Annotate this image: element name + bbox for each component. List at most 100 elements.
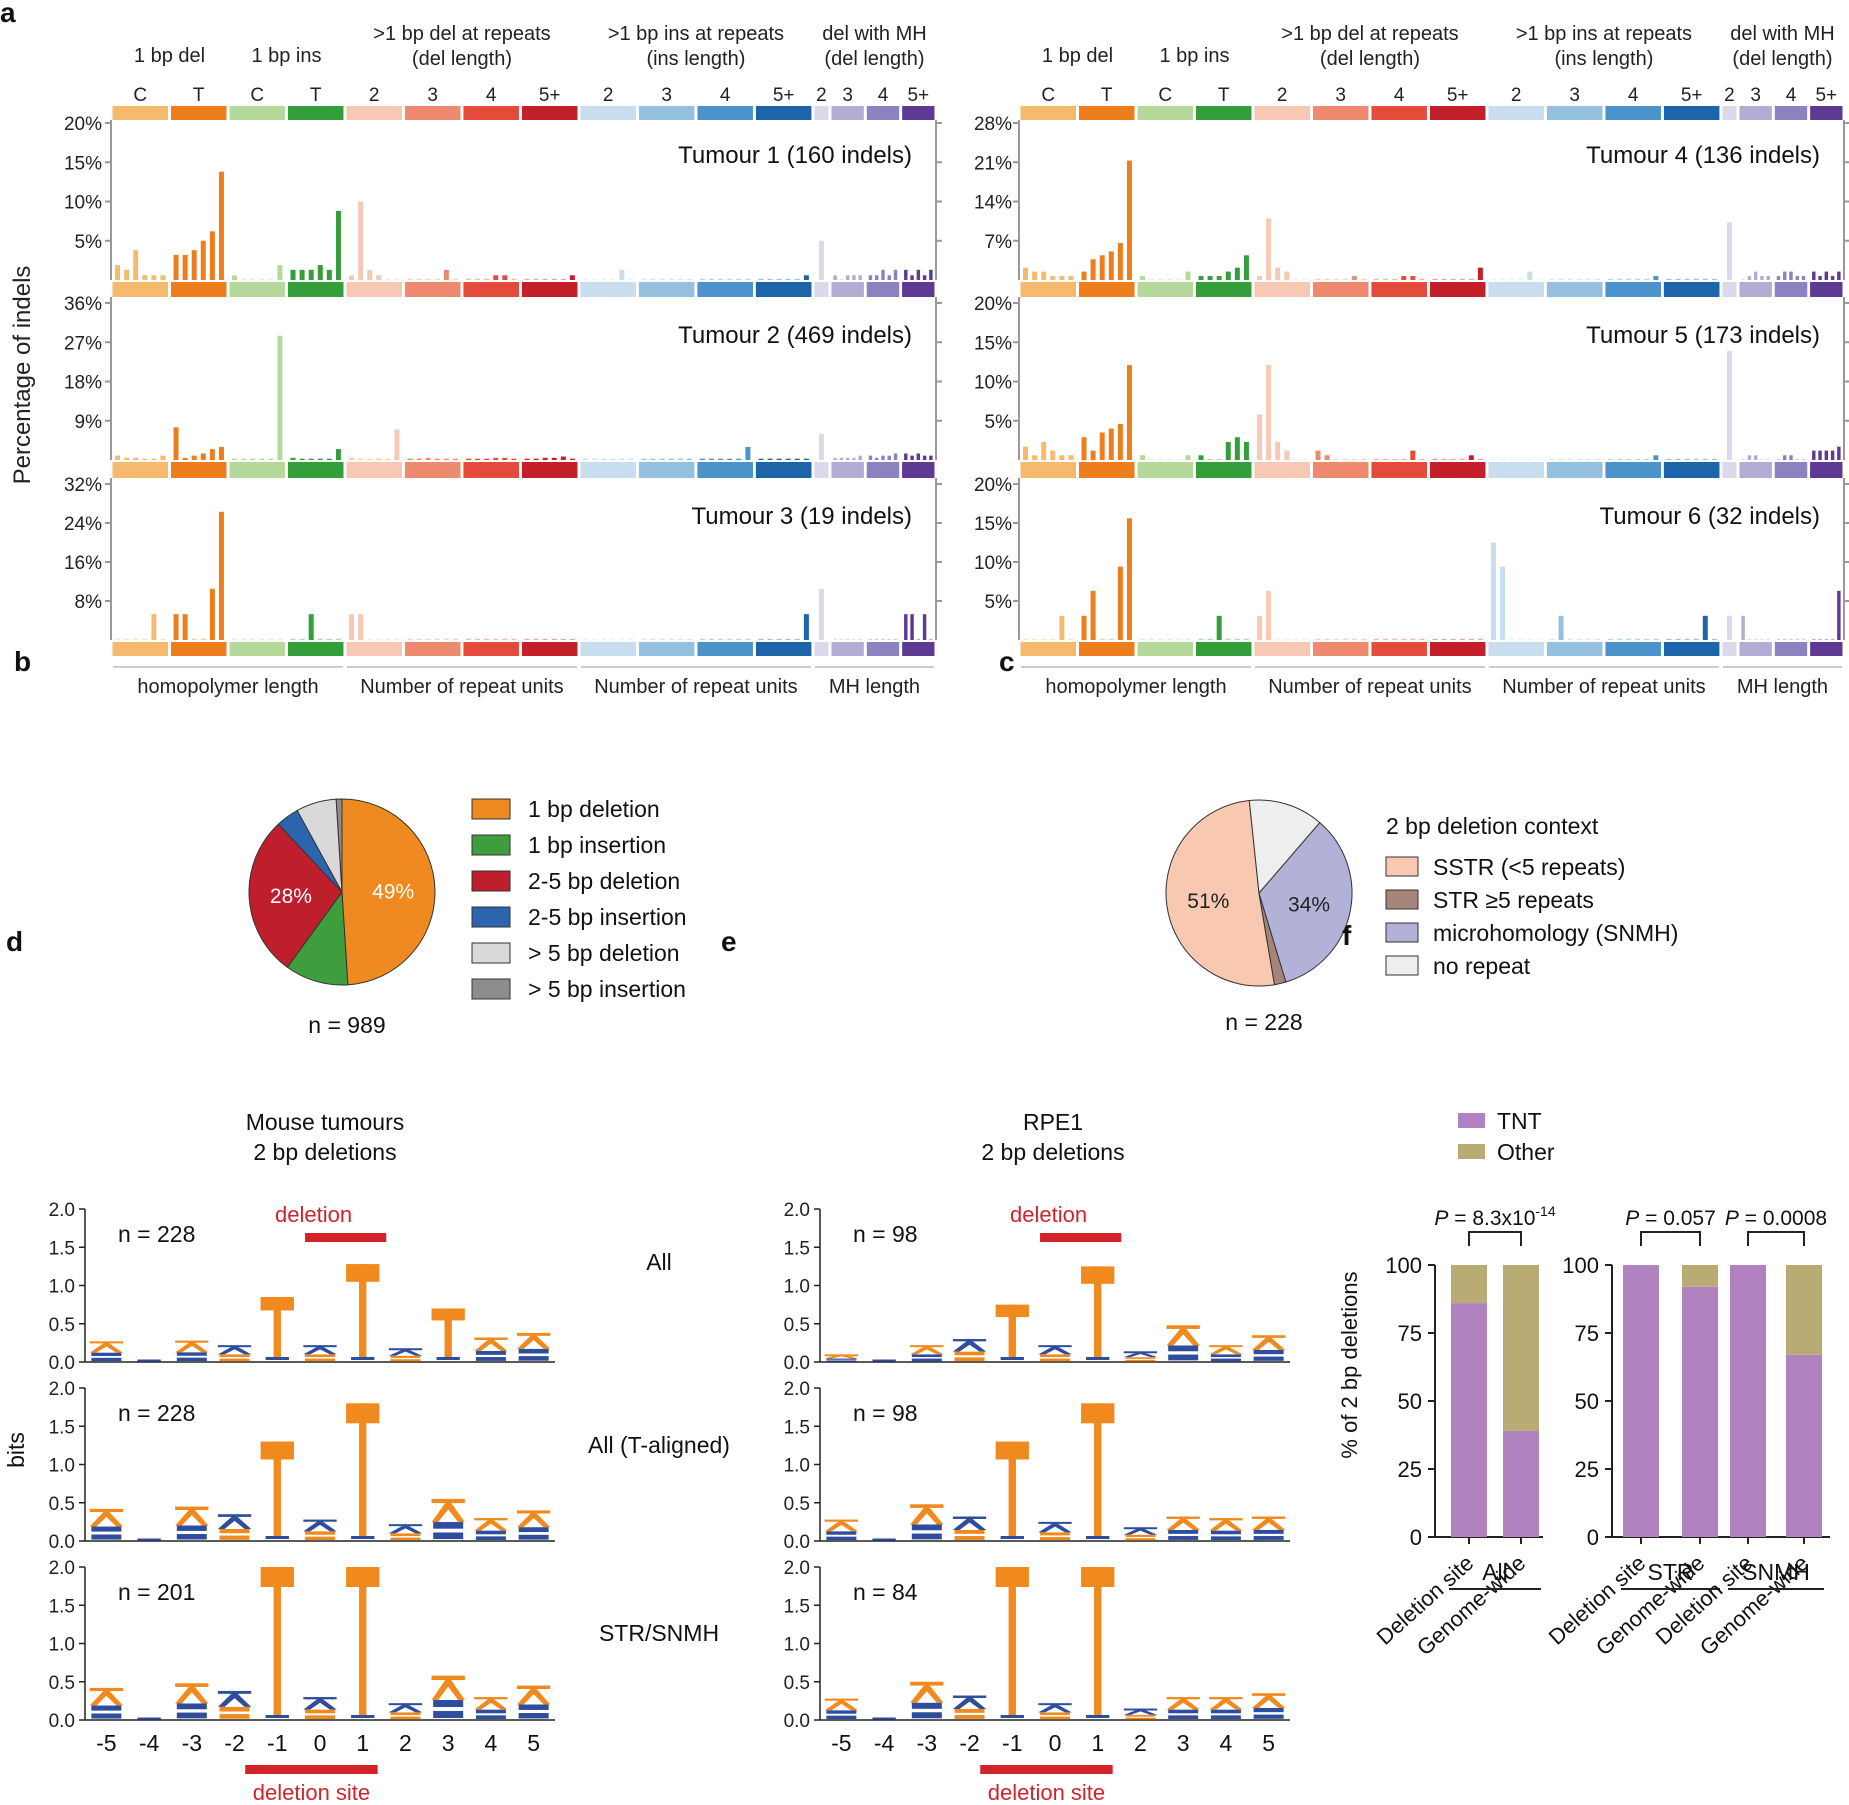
bar [1041, 271, 1047, 280]
bar [173, 427, 179, 460]
category-label: 5+ [907, 85, 929, 106]
bar [511, 458, 517, 460]
logo-x-tick-label: 5 [527, 1730, 540, 1756]
category-strip-bottom [1774, 642, 1808, 656]
bar [839, 457, 844, 460]
category-label: 2 [1277, 85, 1288, 106]
bar [1795, 458, 1799, 460]
logo-letter-small [474, 1518, 508, 1521]
logo-letter-small [475, 1357, 506, 1361]
bar [1059, 455, 1065, 460]
logo-letter-small [388, 1524, 423, 1534]
bar [1450, 278, 1456, 280]
bar [443, 269, 449, 280]
bar [182, 457, 188, 460]
y-tick-label: 15% [974, 333, 1012, 354]
category-strip-top [404, 106, 461, 120]
footer-label: MH length [829, 676, 920, 698]
logo-letter-small [351, 1715, 375, 1718]
bar [1324, 455, 1330, 460]
panel-a-ylabel: Percentage of indels [9, 266, 36, 485]
logo-letter-small [518, 1356, 549, 1361]
bar-y-tick-label: 50 [1398, 1389, 1422, 1414]
bar [1059, 615, 1065, 640]
significance-bracket [1747, 1231, 1805, 1246]
category-strip-top [229, 464, 285, 478]
y-tick-label: 36% [64, 294, 102, 315]
logo-letter-small [219, 1535, 250, 1540]
logo-y-tick-label: 0.0 [784, 1711, 810, 1732]
group-header: del with MH [822, 23, 926, 45]
bar [250, 638, 256, 640]
bar [1293, 278, 1299, 280]
logo-x-tick-label: 0 [1049, 1730, 1062, 1756]
y-tick-label: 5% [985, 412, 1013, 433]
pie-slice [1258, 821, 1353, 983]
deletion-label: deletion [1010, 1202, 1087, 1227]
logo-letter-small [91, 1357, 122, 1362]
category-strip-top [902, 283, 935, 297]
logo-letter-small [911, 1354, 942, 1358]
logo-letter-small [1251, 1516, 1286, 1519]
bar [1023, 638, 1029, 640]
y-tick-label: 15% [974, 514, 1012, 535]
y-tick-label: 5% [75, 232, 103, 253]
bar [881, 638, 885, 640]
category-strip-top [404, 283, 461, 297]
logo-letter-small [388, 1348, 423, 1351]
bar [628, 278, 634, 280]
bar-group-label: All [1482, 1559, 1508, 1585]
bar [1068, 638, 1074, 640]
bar [367, 269, 373, 280]
bar [736, 458, 742, 460]
logo-letter-small [176, 1712, 207, 1719]
bar [727, 458, 733, 460]
logo-letter-small [137, 1359, 161, 1362]
logo-letter-small [475, 1536, 506, 1540]
y-tick-label: 20% [974, 475, 1012, 496]
logo-letter-small [390, 1533, 421, 1537]
bar [874, 638, 879, 640]
bar [376, 458, 382, 460]
bar [1684, 278, 1690, 280]
bar [1176, 638, 1182, 640]
bar [160, 455, 166, 460]
category-strip-bottom [697, 642, 753, 656]
legend-swatch [1385, 955, 1419, 976]
category-strip-top [866, 283, 900, 297]
bar [1441, 458, 1447, 460]
category-strip-top [1605, 106, 1661, 120]
bar [619, 269, 625, 280]
bar [484, 278, 490, 280]
pie-slice-label: 51% [1187, 890, 1229, 913]
bar [1468, 455, 1474, 460]
logo-letter-small [89, 1687, 124, 1692]
logo-letter-small [1125, 1534, 1156, 1537]
bar [511, 638, 517, 640]
category-strip-top [1546, 283, 1603, 297]
bar [1315, 638, 1321, 640]
chart-title: Tumour 6 (32 indels) [1599, 503, 1820, 530]
logo-letter-small [954, 1536, 985, 1540]
bar [1477, 638, 1483, 640]
category-strip-top [1774, 464, 1808, 478]
category-strip-top [1722, 283, 1737, 297]
logo-letter-small [516, 1685, 551, 1705]
bar [845, 275, 850, 280]
bar [1490, 278, 1496, 280]
bar [1410, 638, 1416, 640]
pie-slice-label: 49% [372, 880, 414, 903]
bar [881, 455, 885, 460]
logo-letter-small [390, 1359, 421, 1362]
bar [776, 638, 782, 640]
logo-letter-small [217, 1514, 252, 1529]
bar [1167, 458, 1173, 460]
category-strip-bottom [1078, 642, 1135, 656]
bar [524, 638, 530, 640]
bar [758, 458, 764, 460]
bar [299, 269, 305, 280]
logo-letter-small [516, 1332, 551, 1336]
logo-x-tick-label: -1 [267, 1730, 287, 1756]
bar [887, 638, 891, 640]
bar [1351, 458, 1357, 460]
